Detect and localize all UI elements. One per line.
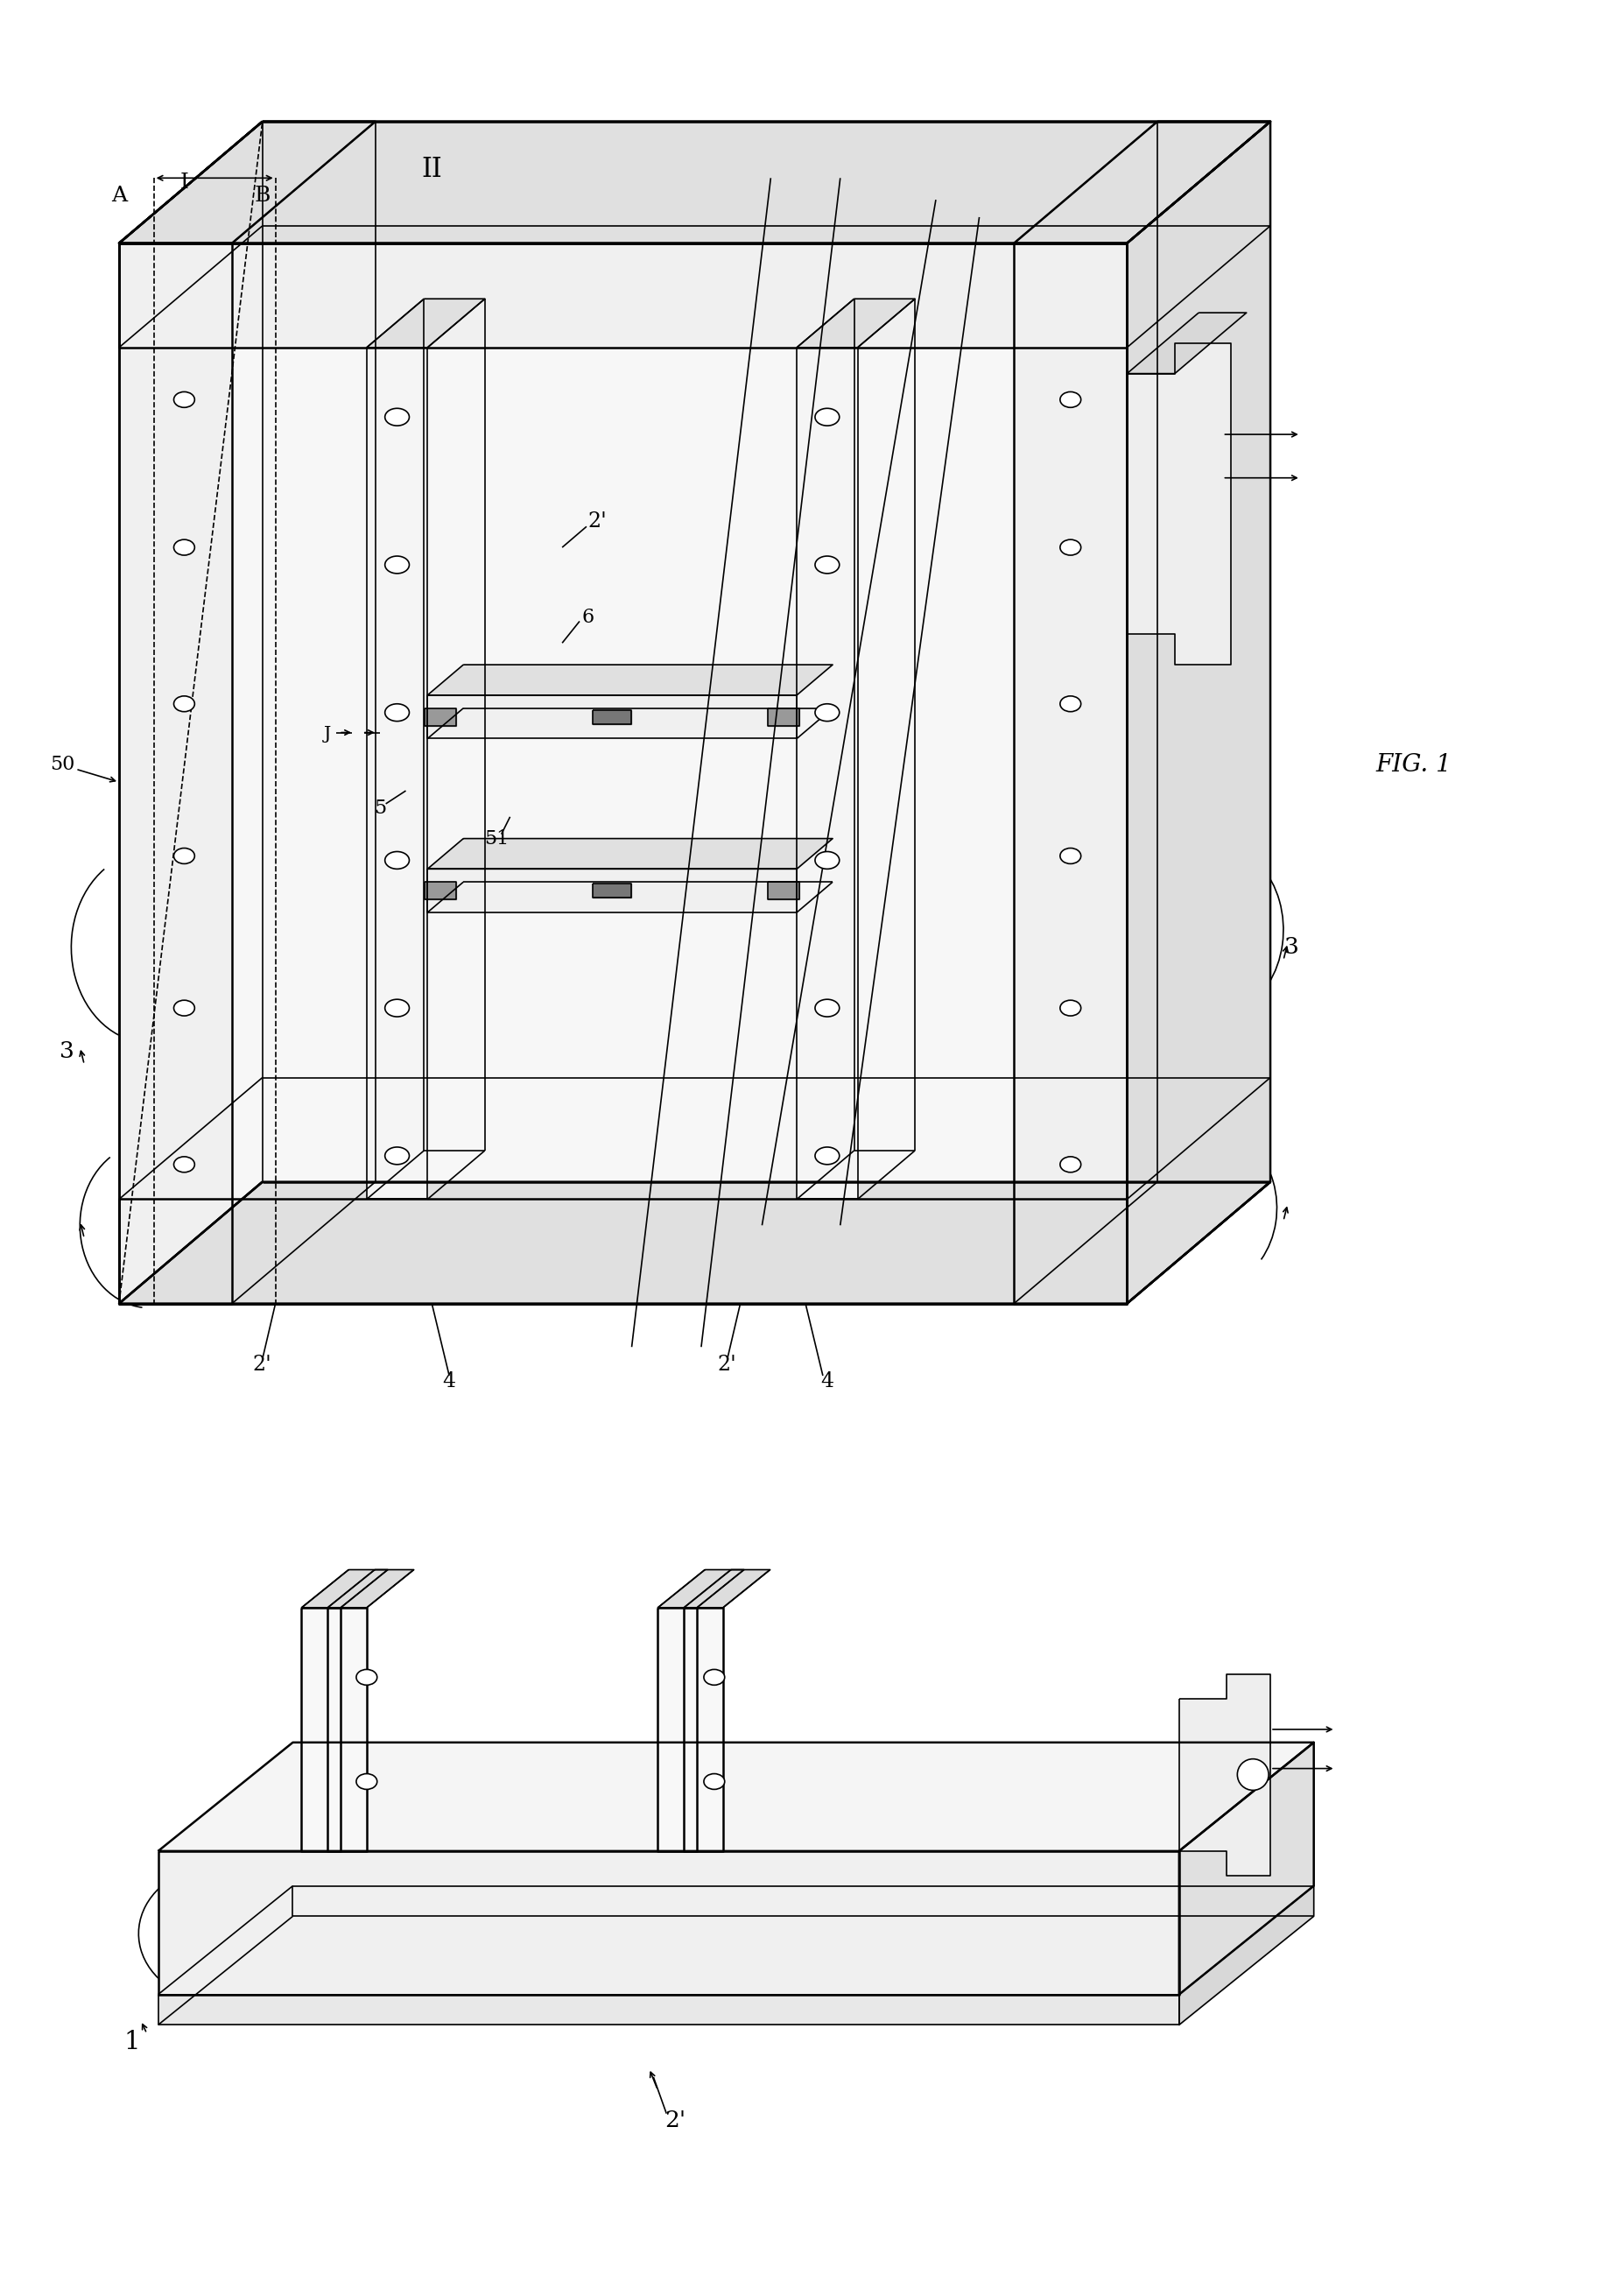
Ellipse shape [703,1773,724,1789]
Ellipse shape [815,557,840,573]
Polygon shape [119,1182,1270,1303]
Ellipse shape [385,1000,409,1018]
Polygon shape [425,883,456,899]
Polygon shape [797,347,857,1200]
Text: 2': 2' [664,2109,685,2131]
Text: 2': 2' [588,511,606,532]
Text: 2': 2' [253,1353,271,1374]
Polygon shape [367,299,486,347]
Polygon shape [684,1609,723,1851]
Polygon shape [119,121,375,244]
Ellipse shape [174,849,195,865]
Polygon shape [328,1609,367,1851]
Polygon shape [328,1570,414,1609]
Polygon shape [1179,1885,1314,2024]
Polygon shape [1179,1743,1314,1994]
Ellipse shape [174,393,195,408]
Polygon shape [158,1743,1314,1851]
Polygon shape [593,883,630,897]
Text: 1: 1 [123,2031,140,2054]
Text: 6: 6 [581,607,594,628]
Polygon shape [1179,1675,1270,1876]
Polygon shape [768,707,799,726]
Ellipse shape [1060,1000,1082,1015]
Ellipse shape [815,1000,840,1018]
Ellipse shape [385,557,409,573]
Polygon shape [119,244,232,1303]
Polygon shape [427,837,833,869]
Polygon shape [1127,342,1231,664]
Polygon shape [427,664,833,696]
Text: FIG. 1: FIG. 1 [1376,753,1452,776]
Ellipse shape [703,1670,724,1684]
Polygon shape [684,1570,770,1609]
Ellipse shape [1060,849,1082,865]
Text: 50: 50 [50,755,75,774]
Text: B: B [255,185,271,205]
Ellipse shape [815,703,840,721]
Polygon shape [427,869,797,913]
Ellipse shape [356,1670,377,1684]
Ellipse shape [815,851,840,869]
Ellipse shape [815,1148,840,1164]
Ellipse shape [174,539,195,555]
Text: II: II [422,155,442,183]
Ellipse shape [1060,1157,1082,1173]
Polygon shape [797,299,914,347]
Polygon shape [425,707,456,726]
Ellipse shape [1060,696,1082,712]
Polygon shape [367,347,427,1200]
Polygon shape [768,883,799,899]
Text: J: J [323,726,331,742]
Text: A: A [110,185,127,205]
Polygon shape [302,1570,388,1609]
Text: 3: 3 [1285,936,1299,958]
Polygon shape [1127,121,1270,1303]
Ellipse shape [174,1000,195,1015]
Ellipse shape [385,1148,409,1164]
Polygon shape [1013,121,1270,244]
Text: 51: 51 [484,828,510,849]
Text: 4: 4 [820,1371,833,1392]
Polygon shape [302,1609,341,1851]
Ellipse shape [1060,539,1082,555]
Polygon shape [593,710,630,723]
Polygon shape [119,121,1270,244]
Ellipse shape [385,703,409,721]
Polygon shape [427,696,797,739]
Ellipse shape [815,408,840,427]
Text: 4: 4 [443,1371,456,1392]
Polygon shape [1127,313,1247,374]
Polygon shape [658,1609,697,1851]
Ellipse shape [1237,1759,1268,1791]
Polygon shape [158,1851,1179,1994]
Ellipse shape [174,696,195,712]
Polygon shape [658,1570,744,1609]
Ellipse shape [1060,393,1082,408]
Ellipse shape [356,1773,377,1789]
Polygon shape [119,1200,1127,1303]
Polygon shape [1013,244,1127,1303]
Text: 5: 5 [374,799,387,817]
Polygon shape [119,244,1127,1303]
Ellipse shape [385,408,409,427]
Ellipse shape [385,851,409,869]
Polygon shape [119,121,1270,244]
Text: I: I [180,173,188,192]
Text: 2': 2' [718,1353,737,1374]
Polygon shape [119,244,1127,347]
Text: 3: 3 [60,1041,75,1063]
Polygon shape [158,1994,1179,2024]
Ellipse shape [174,1157,195,1173]
